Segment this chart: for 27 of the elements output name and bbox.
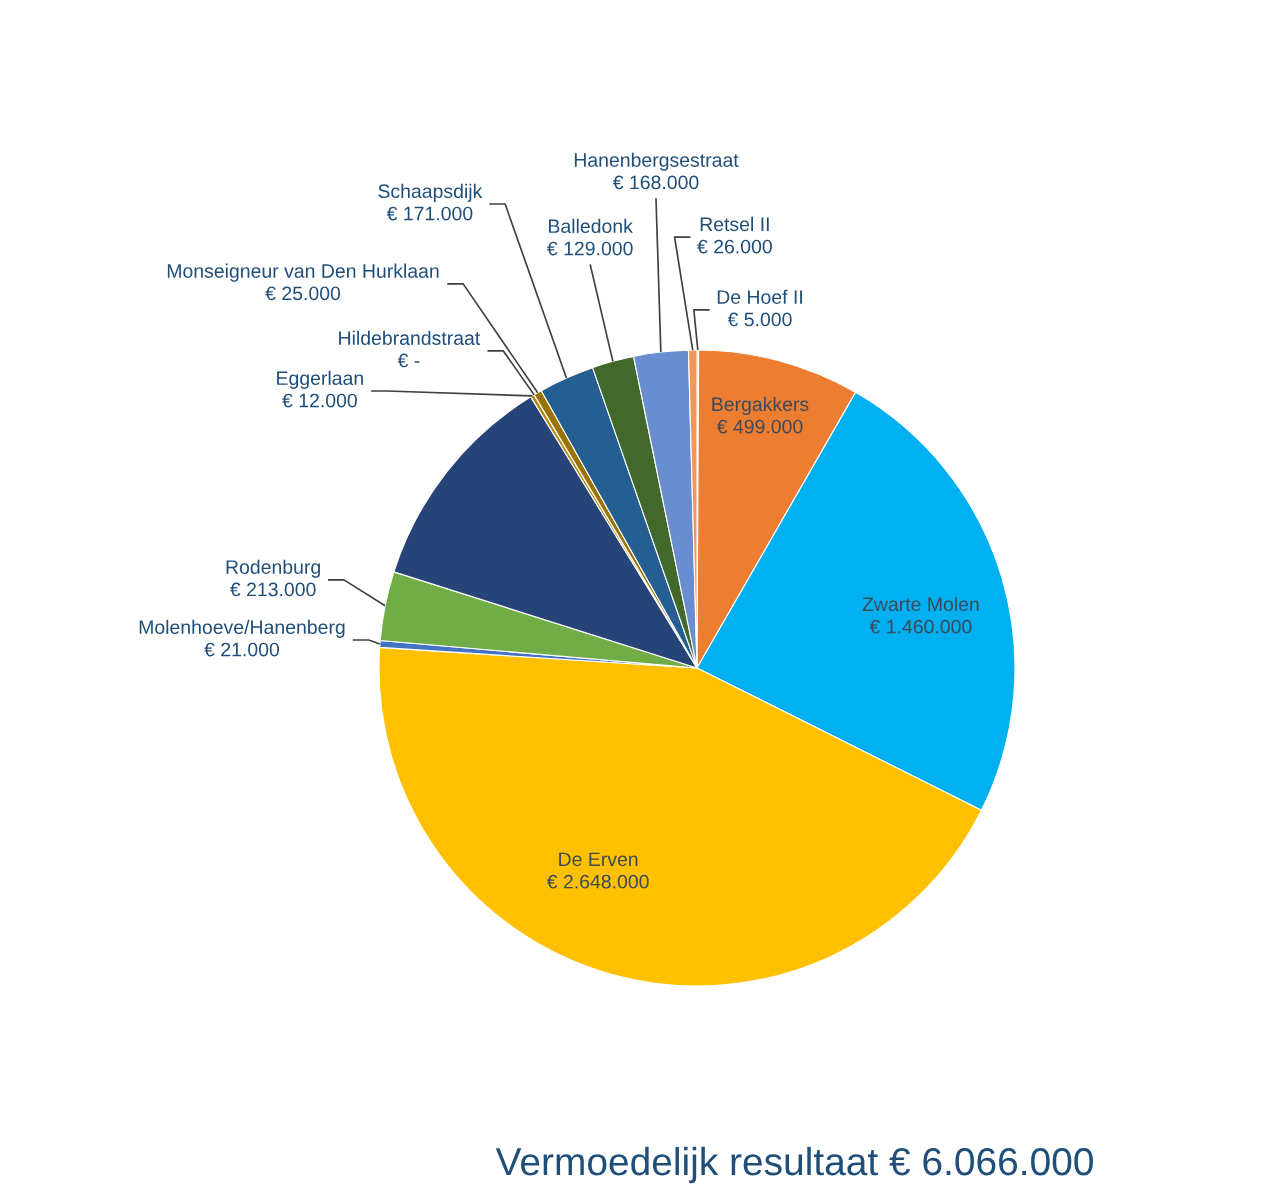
slice-label: Zwarte Molen bbox=[862, 596, 979, 612]
data-label: € 25.000 bbox=[265, 286, 341, 301]
data-label: € 171.000 bbox=[386, 206, 473, 221]
data-label: € 21.000 bbox=[204, 642, 280, 657]
data-label: € 129.000 bbox=[547, 241, 633, 256]
data-label: € 1.460.000 bbox=[869, 619, 972, 634]
slice-label: Rodenburg bbox=[226, 559, 320, 578]
data-label: € 12.000 bbox=[282, 393, 357, 408]
slice-label: Balledonk bbox=[549, 218, 633, 234]
data-label: € 2.648.000 bbox=[546, 874, 649, 889]
slice-label: Retsel II bbox=[700, 216, 769, 232]
data-label: € 5.000 bbox=[727, 312, 792, 327]
data-label: € 168.000 bbox=[612, 175, 699, 190]
data-label: € 499.000 bbox=[716, 419, 803, 434]
slice-label: De Hoef II bbox=[717, 289, 802, 304]
text: € - bbox=[397, 353, 420, 368]
slice-label: Monseigneur van Den Hurklaan bbox=[167, 263, 439, 282]
slice-label: Schaapsdijk bbox=[378, 183, 483, 202]
data-label: € 26.000 bbox=[697, 239, 772, 254]
slice-label: Bergakkers bbox=[712, 396, 809, 415]
slice-label: Molenhoeve/Hanenberg bbox=[139, 619, 345, 638]
slice-label: Hanenbergsestraat bbox=[574, 152, 739, 171]
slice-label: De Erven bbox=[559, 852, 638, 867]
slice-label: Eggerlaan bbox=[277, 370, 363, 389]
data-label: € 213.000 bbox=[230, 582, 316, 597]
text: Vermoedelijk resultaat € 6.066.000 bbox=[495, 1146, 1093, 1184]
category-label: Hildebrandstraat bbox=[339, 330, 481, 345]
